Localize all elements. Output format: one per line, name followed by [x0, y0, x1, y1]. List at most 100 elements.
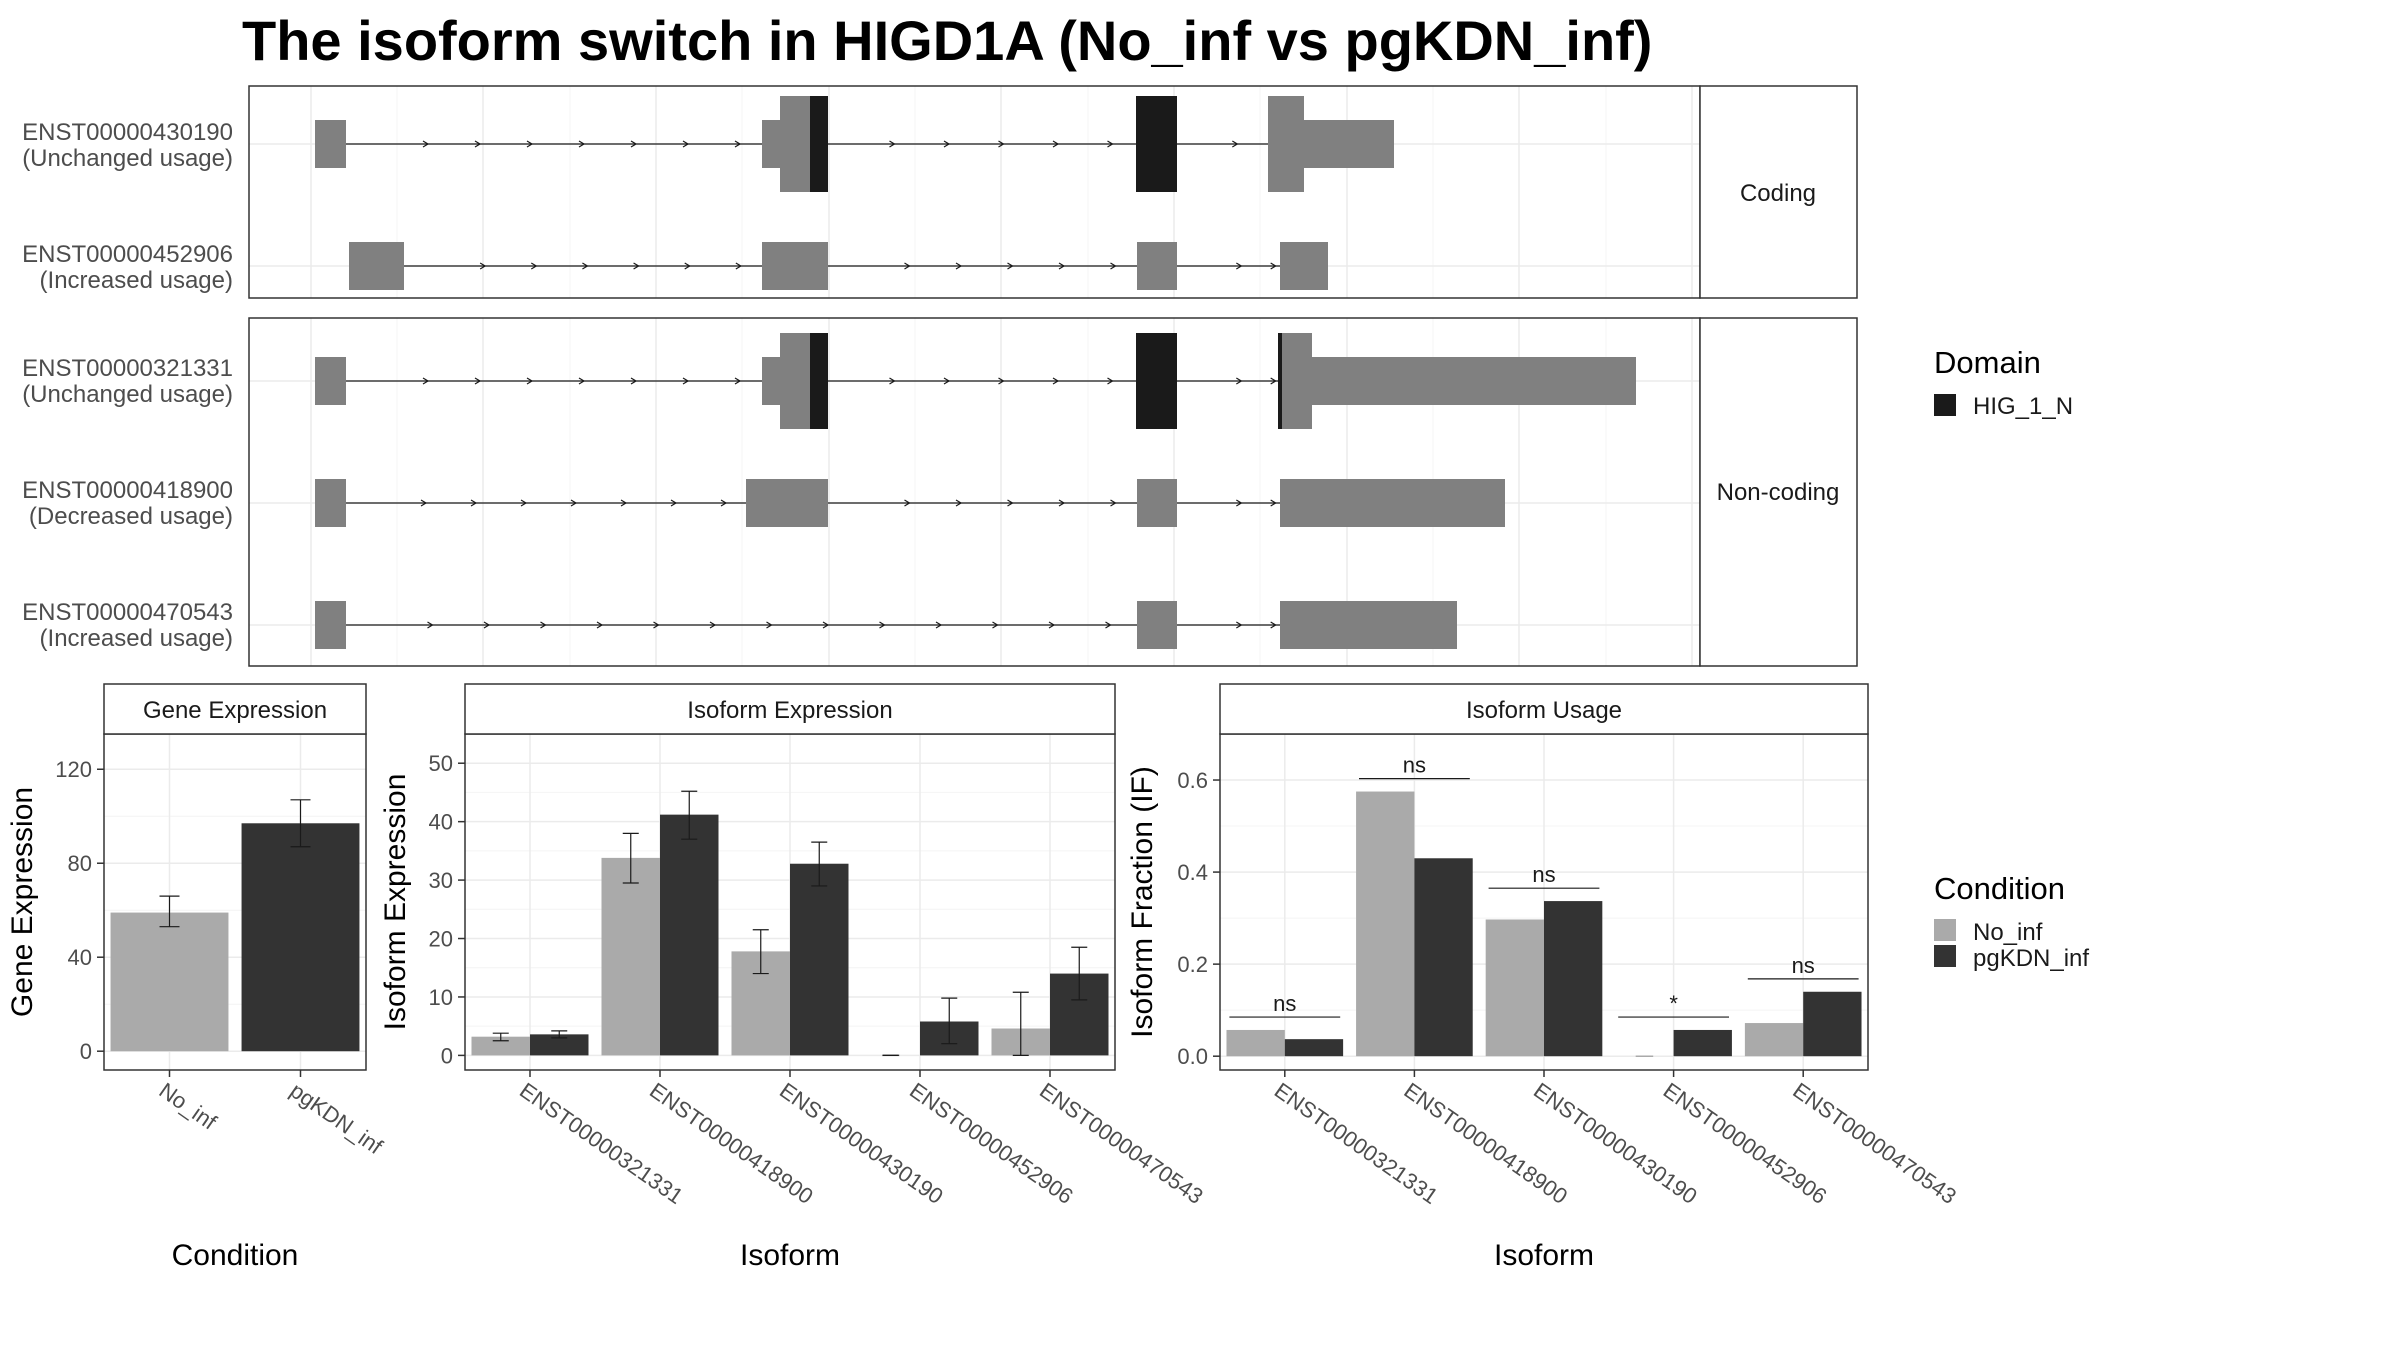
condition-legend-title: Condition	[1934, 871, 2065, 906]
facet-coding: Coding ENST00000430190 (Unchanged usage)…	[22, 85, 1858, 299]
condition-legend-label: No_inf	[1973, 919, 2043, 946]
intron-arrow	[1058, 499, 1066, 507]
error-bar	[492, 1032, 509, 1042]
intron-arrow	[904, 262, 911, 270]
significance-label: ns	[1792, 953, 1815, 978]
x-tick-label: No_inf	[155, 1078, 222, 1135]
intron-arrow	[1110, 262, 1117, 270]
error-bar	[811, 841, 828, 887]
domain-hig-1-n	[810, 96, 828, 192]
condition-legend-swatch-pgkdn-inf	[1934, 945, 1956, 967]
intron-arrow	[570, 499, 578, 507]
isoform-expression-xlabel: Isoform	[740, 1239, 840, 1272]
domain-hig-1-n	[1278, 333, 1282, 429]
intron-arrow	[630, 377, 638, 385]
transcript-status-label: (Unchanged usage)	[22, 381, 233, 408]
intron-arrow	[955, 499, 963, 507]
intron-arrow	[943, 377, 951, 385]
intron-arrow	[1007, 262, 1014, 270]
isoform-usage-significance: ns ns ns * ns	[1229, 753, 1859, 1018]
intron-arrow	[822, 621, 830, 629]
bar-no-inf	[1356, 791, 1415, 1057]
intron-arrow	[1270, 499, 1277, 507]
intron-arrow	[889, 140, 896, 148]
transcript-structure	[315, 96, 1394, 192]
isoform-usage-strip-label: Isoform Usage	[1466, 697, 1622, 724]
exon	[1304, 120, 1394, 168]
exon	[1280, 601, 1457, 649]
exon	[780, 333, 810, 429]
intron-arrow	[684, 262, 691, 270]
isoform-expression-bars	[471, 814, 1109, 1057]
intron-arrow	[670, 499, 678, 507]
domain-hig-1-n	[810, 333, 828, 429]
bar-no-inf	[1226, 1029, 1285, 1057]
y-tick-label: 10	[429, 985, 453, 1010]
intron-arrow	[578, 140, 586, 148]
isoform-expression-strip-label: Isoform Expression	[687, 697, 892, 724]
intron-arrow	[1007, 499, 1014, 507]
intron-arrow	[633, 262, 640, 270]
isoform-usage-frame	[1219, 683, 1869, 1071]
facet-non-coding: Non-coding ENST00000321331 (Unchanged us…	[22, 317, 1858, 667]
exon	[315, 357, 346, 405]
bar-no-inf	[1485, 919, 1544, 1057]
exon	[746, 479, 828, 527]
intron-arrow	[540, 621, 547, 629]
intron-arrow	[470, 499, 478, 507]
exon	[1280, 333, 1312, 429]
y-tick-label: 80	[68, 851, 92, 876]
intron-arrow	[720, 499, 728, 507]
exon	[762, 242, 828, 290]
intron-arrow	[1107, 140, 1114, 148]
exon	[1137, 601, 1177, 649]
domain-hig-1-n	[1136, 96, 1177, 192]
isoform-expression-panel: 01020304050ENST00000321331ENST0000041890…	[379, 683, 1208, 1272]
isoform-usage-bars	[1226, 791, 1862, 1057]
intron-arrow	[596, 621, 604, 629]
intron-arrow	[1270, 262, 1277, 270]
intron-arrow	[483, 621, 491, 629]
panel-strip	[103, 683, 367, 735]
bar-pgkdn-inf	[660, 814, 719, 1056]
intron-arrow	[709, 621, 717, 629]
isoform-usage-ylabel: Isoform Fraction (IF)	[1126, 766, 1159, 1038]
intron-arrow	[620, 499, 628, 507]
bar-pgkdn-inf	[1673, 1029, 1732, 1057]
exon	[1137, 242, 1177, 290]
y-tick-label: 0.4	[1177, 860, 1208, 885]
intron-arrow	[526, 377, 534, 385]
y-tick-label: 40	[68, 945, 92, 970]
panel-strip	[1219, 683, 1869, 735]
bar-pgkdn-inf	[241, 823, 360, 1052]
intron-arrow	[474, 377, 482, 385]
y-tick-label: 40	[429, 810, 453, 835]
transcript-structure	[315, 601, 1457, 649]
exon	[762, 120, 780, 168]
transcript-status-label: (Increased usage)	[40, 267, 233, 294]
y-tick-label: 120	[55, 757, 92, 782]
exon	[762, 357, 780, 405]
exon	[1312, 357, 1636, 405]
intron-arrow	[904, 499, 911, 507]
bar-pgkdn-inf	[1284, 1039, 1344, 1057]
y-tick-label: 0.6	[1177, 768, 1208, 793]
intron-arrow	[766, 621, 773, 629]
gene-expression-strip-label: Gene Expression	[143, 697, 327, 724]
facet-coding-transcripts	[315, 96, 1394, 290]
intron-arrow	[479, 262, 487, 270]
intron-arrow	[1048, 621, 1056, 629]
intron-arrow	[1110, 499, 1117, 507]
gene-expression-frame	[103, 683, 367, 1071]
exon	[1137, 479, 1177, 527]
intron-arrow	[998, 140, 1005, 148]
intron-arrow	[735, 262, 743, 270]
intron-arrow	[1236, 621, 1243, 629]
significance-annotation: ns	[1229, 991, 1341, 1018]
y-tick-label: 30	[429, 868, 453, 893]
condition-legend-label: pgKDN_inf	[1973, 945, 2089, 972]
bar-pgkdn-inf	[530, 1034, 589, 1056]
intron-arrow	[734, 140, 742, 148]
error-bar	[681, 790, 698, 840]
